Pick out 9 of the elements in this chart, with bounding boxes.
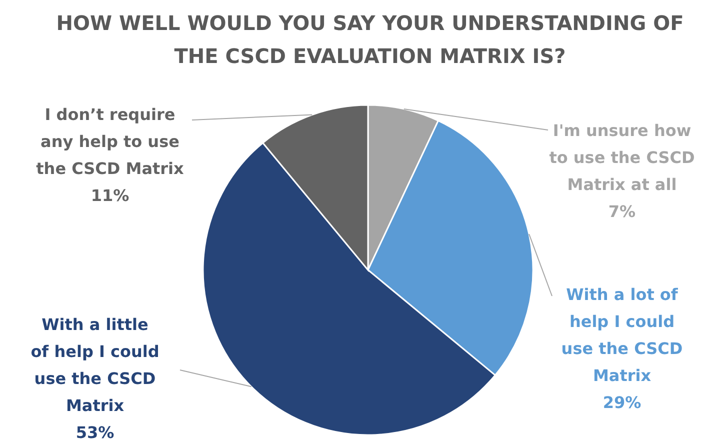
chart-title: HOW WELL WOULD YOU SAY YOUR UNDERSTANDING OF THE CSCD EVALUATION MATRIX IS?: [56, 11, 684, 68]
slice-label: With a little of help I could use the CSCD Matrix: [30, 315, 160, 415]
data-label: 11%: [90, 186, 130, 205]
slice-label: I don’t require any help to use the CSCD Matrix: [36, 105, 185, 178]
data-label: 7%: [608, 202, 636, 221]
slice-label: With a lot of help I could use the CSCD Matrix: [561, 285, 683, 385]
data-label: 53%: [76, 423, 114, 442]
slice-label: I'm unsure how to use the CSCD Matrix at all: [549, 121, 695, 194]
data-label: 29%: [602, 393, 642, 412]
